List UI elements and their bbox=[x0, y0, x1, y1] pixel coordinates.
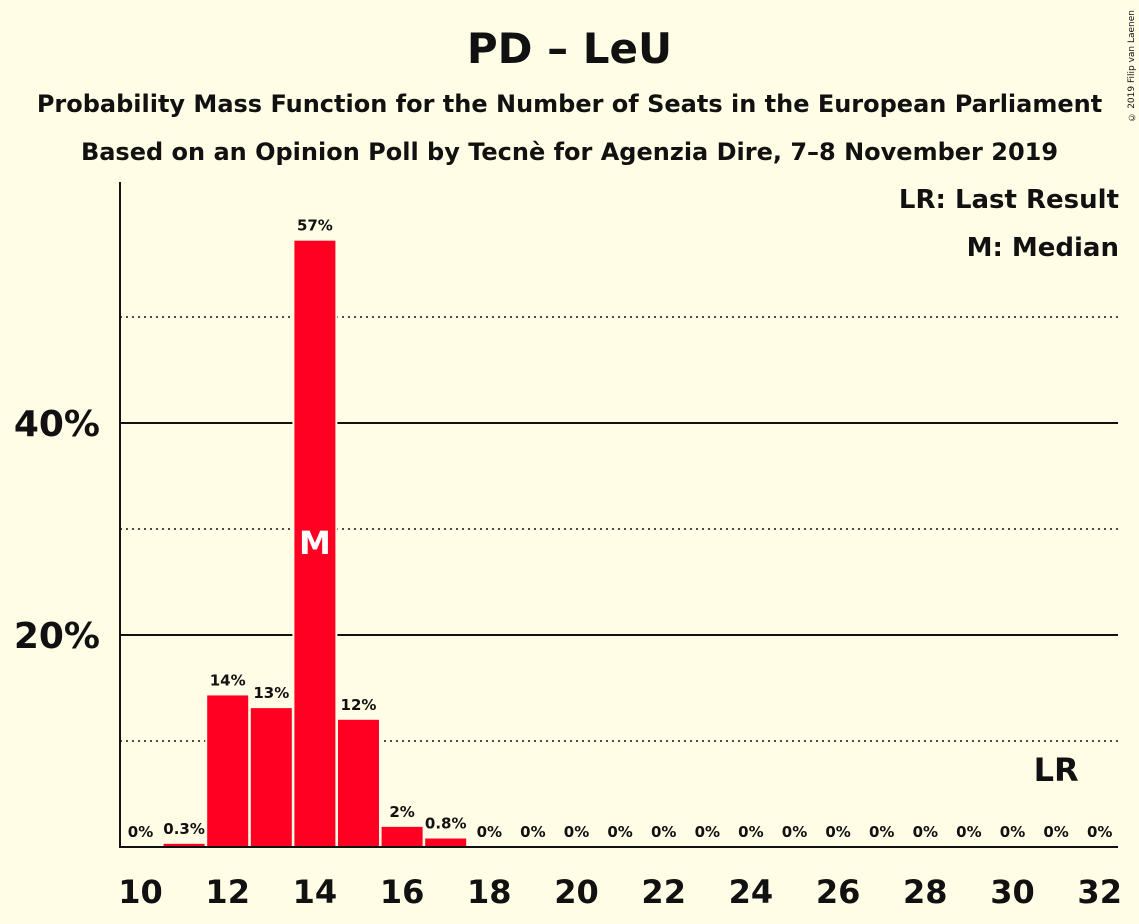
x-tick-24: 24 bbox=[729, 873, 774, 911]
bar-label-29: 0% bbox=[956, 823, 981, 841]
y-tick-labels: 20% 40% bbox=[14, 404, 100, 657]
x-tick-20: 20 bbox=[554, 873, 599, 911]
bar-label-16: 2% bbox=[389, 803, 414, 821]
bar-label-32: 0% bbox=[1087, 823, 1112, 841]
x-tick-32: 32 bbox=[1077, 873, 1122, 911]
bar-label-25: 0% bbox=[782, 823, 807, 841]
bar-label-31: 0% bbox=[1043, 823, 1068, 841]
last-result-marker: LR bbox=[1034, 751, 1079, 789]
x-tick-10: 10 bbox=[118, 873, 163, 911]
bars bbox=[161, 238, 469, 847]
x-tick-22: 22 bbox=[641, 873, 686, 911]
y-tick-20: 20% bbox=[14, 616, 100, 657]
chart-source-subtitle: Based on an Opinion Poll by Tecnè for Ag… bbox=[80, 138, 1059, 166]
bar-label-14: 57% bbox=[297, 217, 333, 235]
bar-label-26: 0% bbox=[825, 823, 850, 841]
x-tick-12: 12 bbox=[205, 873, 250, 911]
bar-label-30: 0% bbox=[1000, 823, 1025, 841]
bar-15 bbox=[338, 719, 379, 847]
y-tick-40: 40% bbox=[14, 404, 100, 445]
bar-value-labels: 0% 0.3% 14% 13% 57% 12% 2% 0.8% 0% 0% 0% 0% 0% 0% 0% 0%… bbox=[128, 217, 1113, 841]
bar-label-23: 0% bbox=[695, 823, 720, 841]
x-tick-16: 16 bbox=[380, 873, 425, 911]
axes bbox=[119, 182, 1118, 848]
bar-label-27: 0% bbox=[869, 823, 894, 841]
legend-median: M: Median bbox=[966, 233, 1119, 263]
x-tick-14: 14 bbox=[293, 873, 338, 911]
x-tick-labels: 10 12 14 16 18 20 22 24 26 28 30 32 bbox=[118, 873, 1122, 911]
bar-label-15: 12% bbox=[341, 696, 377, 714]
bar-12 bbox=[207, 695, 249, 847]
bar-label-21: 0% bbox=[607, 823, 632, 841]
bar-label-19: 0% bbox=[520, 823, 545, 841]
bar-16 bbox=[381, 826, 423, 847]
bar-label-17: 0.8% bbox=[425, 815, 467, 833]
bar-label-18: 0% bbox=[477, 823, 502, 841]
bar-label-13: 13% bbox=[253, 684, 289, 702]
chart-subtitle: Probability Mass Function for the Number… bbox=[36, 90, 1103, 118]
gridlines bbox=[120, 316, 1118, 742]
bar-label-10: 0% bbox=[128, 823, 153, 841]
bar-label-12: 14% bbox=[210, 671, 246, 689]
bar-13 bbox=[250, 708, 292, 847]
bar-label-24: 0% bbox=[738, 823, 763, 841]
bar-label-20: 0% bbox=[564, 823, 589, 841]
bar-17 bbox=[425, 838, 467, 847]
legend-last-result: LR: Last Result bbox=[898, 185, 1119, 215]
bar-label-22: 0% bbox=[651, 823, 676, 841]
bar-label-28: 0% bbox=[913, 823, 938, 841]
x-tick-26: 26 bbox=[816, 873, 861, 911]
bar-14 bbox=[294, 240, 336, 847]
bar-11 bbox=[163, 843, 205, 847]
x-tick-18: 18 bbox=[467, 873, 512, 911]
markers: M LR bbox=[299, 524, 1079, 789]
x-tick-30: 30 bbox=[990, 873, 1035, 911]
chart-title: PD – LeU bbox=[466, 24, 673, 73]
x-tick-28: 28 bbox=[903, 873, 948, 911]
bar-label-11: 0.3% bbox=[163, 820, 205, 838]
median-marker: M bbox=[299, 524, 331, 562]
